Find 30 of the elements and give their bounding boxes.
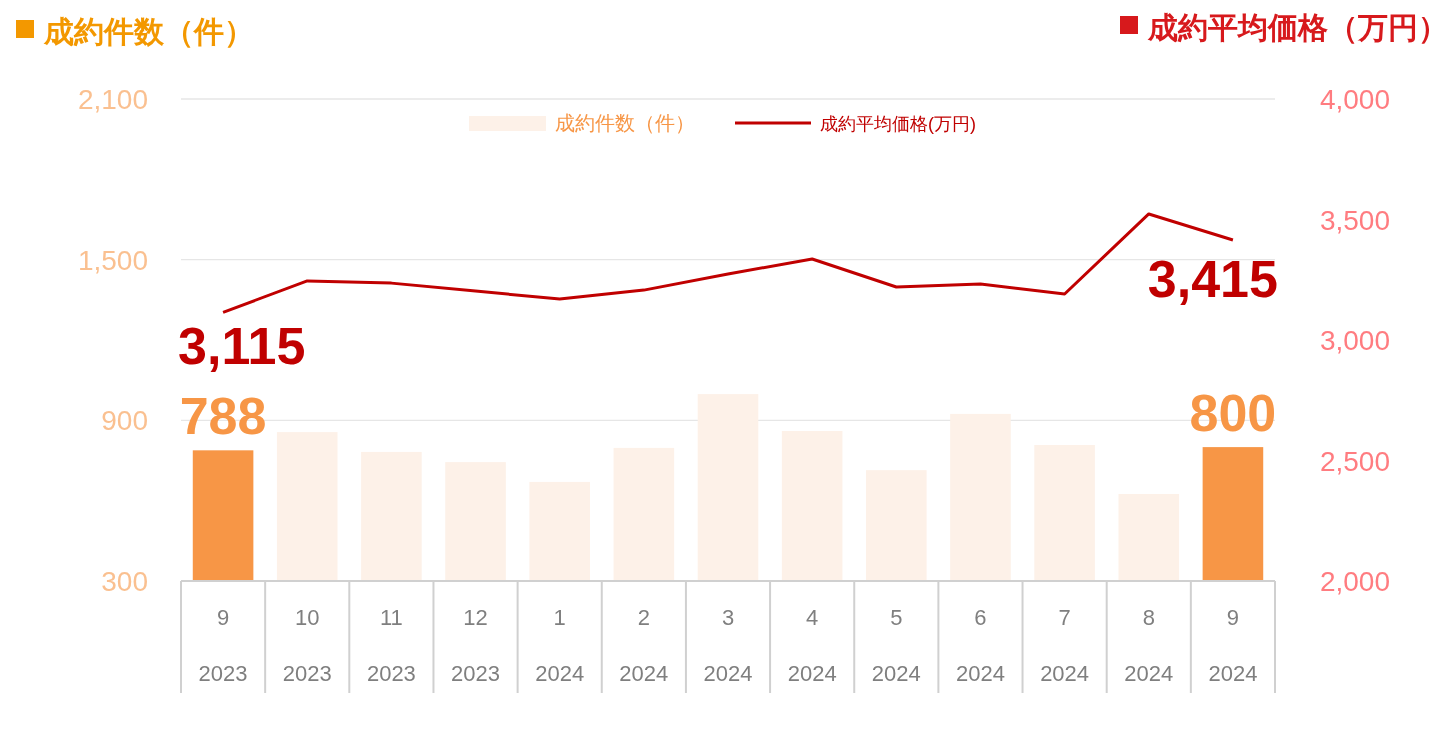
y-tick-label: 1,500 xyxy=(77,244,148,276)
data-label: 3,415 xyxy=(1147,249,1278,308)
y-axis-title: 成約件数（件） xyxy=(43,15,254,48)
y2-axis-title: 成約平均価格（万円） xyxy=(1147,11,1440,44)
y-tick-label: 300 xyxy=(101,566,148,597)
category-label: 9 2024 xyxy=(1208,605,1258,686)
data-label: 800 xyxy=(1189,384,1277,443)
y2-tick-label: 2,000 xyxy=(1319,566,1390,597)
legend-label: 成約件数（件） xyxy=(555,112,695,134)
category-label: 5 2024 xyxy=(871,605,921,686)
data-label: 788 xyxy=(179,387,267,446)
category-label: 8 2024 xyxy=(1124,605,1174,686)
category-label: 3 2024 xyxy=(703,605,753,686)
category-label: 1 2024 xyxy=(535,605,585,686)
y2-tick-label: 3,500 xyxy=(1319,204,1390,236)
category-label: 6 2024 xyxy=(955,605,1005,686)
category-label: 4 2024 xyxy=(787,605,837,686)
y2-tick-label: 4,000 xyxy=(1319,84,1390,115)
y2-tick-label: 3,000 xyxy=(1319,325,1390,356)
category-label: 12 2023 xyxy=(451,605,501,686)
y-tick-label: 900 xyxy=(101,405,148,437)
category-label: 2 2024 xyxy=(619,605,669,686)
y2-tick-label: 2,500 xyxy=(1319,445,1390,477)
legend-label: 成約平均価格(万円) xyxy=(820,114,976,134)
category-label: 9 2023 xyxy=(198,605,248,686)
y-tick-label: 2,100 xyxy=(77,84,148,115)
data-label: 3,115 xyxy=(178,317,306,376)
category-label: 7 2024 xyxy=(1040,605,1090,686)
category-label: 11 2023 xyxy=(366,605,416,686)
category-label: 10 2023 xyxy=(282,605,332,686)
